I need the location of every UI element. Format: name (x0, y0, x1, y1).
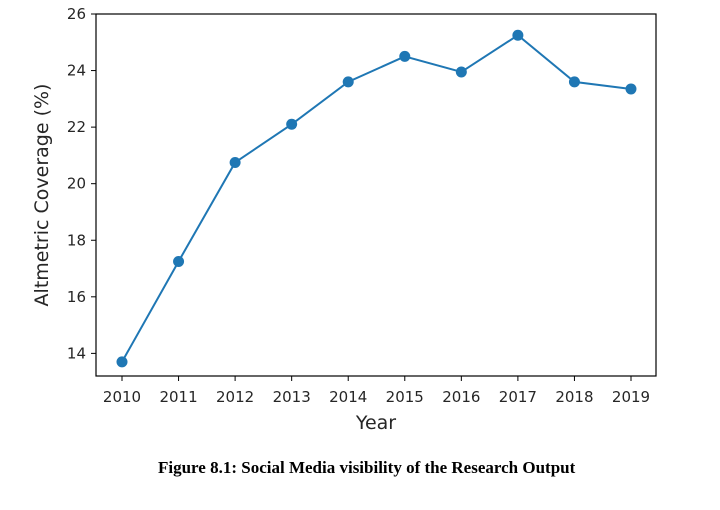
data-point (116, 356, 128, 368)
data-point (342, 76, 354, 88)
x-tick-label: 2010 (103, 388, 141, 406)
y-axis-label: Altmetric Coverage (%) (31, 84, 53, 307)
data-point (173, 255, 185, 267)
x-tick-label: 2016 (442, 388, 480, 406)
data-point (229, 156, 241, 168)
x-tick-label: 2013 (273, 388, 311, 406)
data-point (625, 83, 637, 95)
y-tick-label: 22 (67, 118, 86, 136)
x-tick-label: 2011 (159, 388, 197, 406)
y-tick-label: 14 (67, 344, 86, 362)
x-tick-label: 2012 (216, 388, 254, 406)
series-line (121, 33, 632, 363)
x-axis-ticks: 2010 2011 2012 2013 2014 2015 2016 2017 2018 2019 (103, 376, 650, 406)
x-tick-label: 2019 (612, 388, 650, 406)
y-tick-label: 16 (67, 288, 86, 306)
x-tick-label: 2014 (329, 388, 367, 406)
data-point (286, 118, 298, 130)
data-point (399, 50, 411, 62)
data-point (568, 76, 580, 88)
y-tick-label: 20 (67, 175, 86, 193)
y-axis-ticks: 14 16 18 20 22 24 26 (67, 5, 96, 362)
x-axis-label: Year (355, 412, 396, 434)
y-tick-label: 26 (67, 5, 86, 23)
x-tick-label: 2015 (386, 388, 424, 406)
x-tick-label: 2018 (555, 388, 593, 406)
figure-caption: Figure 8.1: Social Media visibility of t… (158, 458, 576, 477)
x-tick-label: 2017 (499, 388, 537, 406)
series-points (116, 29, 637, 368)
data-point (455, 66, 467, 78)
data-point (512, 29, 524, 41)
plot-frame (95, 13, 657, 377)
y-tick-label: 24 (67, 62, 86, 80)
y-tick-label: 18 (67, 231, 86, 249)
